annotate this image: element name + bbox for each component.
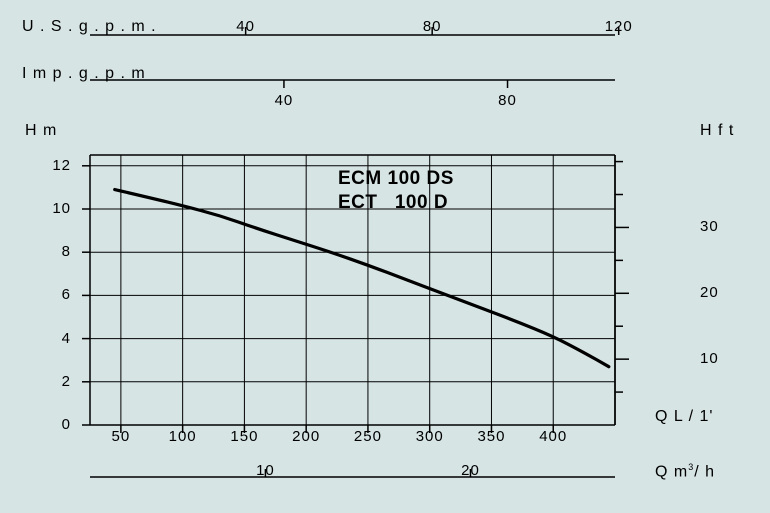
top1-tick: 40 <box>226 18 266 35</box>
x-tick: 350 <box>471 428 511 445</box>
y-tick: 4 <box>37 330 71 347</box>
y2-axis-label: H f t <box>700 122 734 140</box>
y2-tick: 20 <box>700 284 719 301</box>
top-axis1-label: U . S . g . p . m . <box>22 18 157 36</box>
x-tick: 150 <box>224 428 264 445</box>
y-tick: 12 <box>37 157 71 174</box>
bottom2-tick: 10 <box>245 462 285 479</box>
bottom2-tick: 20 <box>450 462 490 479</box>
top1-tick: 80 <box>412 18 452 35</box>
top2-tick: 40 <box>264 92 304 109</box>
x-axis-label: Q L / 1' <box>655 408 713 426</box>
bottom-axis2-label: Q m3/ h <box>655 462 715 481</box>
top-axis2-label: I m p . g . p . m <box>22 65 146 83</box>
x-tick: 50 <box>101 428 141 445</box>
x-tick: 200 <box>286 428 326 445</box>
series-label-1: ECM 100 DS <box>338 168 454 190</box>
top2-tick: 80 <box>488 92 528 109</box>
top1-tick: 120 <box>599 18 639 35</box>
x-tick: 250 <box>348 428 388 445</box>
y2-tick: 30 <box>700 218 719 235</box>
y-axis-label: H m <box>25 122 57 140</box>
y2-tick: 10 <box>700 350 719 367</box>
series-label-2: ECT 100 D <box>338 192 448 214</box>
y-tick: 0 <box>37 416 71 433</box>
y-tick: 10 <box>37 200 71 217</box>
x-tick: 300 <box>410 428 450 445</box>
y-tick: 6 <box>37 286 71 303</box>
x-tick: 400 <box>533 428 573 445</box>
y-tick: 2 <box>37 373 71 390</box>
y-tick: 8 <box>37 243 71 260</box>
x-tick: 100 <box>163 428 203 445</box>
